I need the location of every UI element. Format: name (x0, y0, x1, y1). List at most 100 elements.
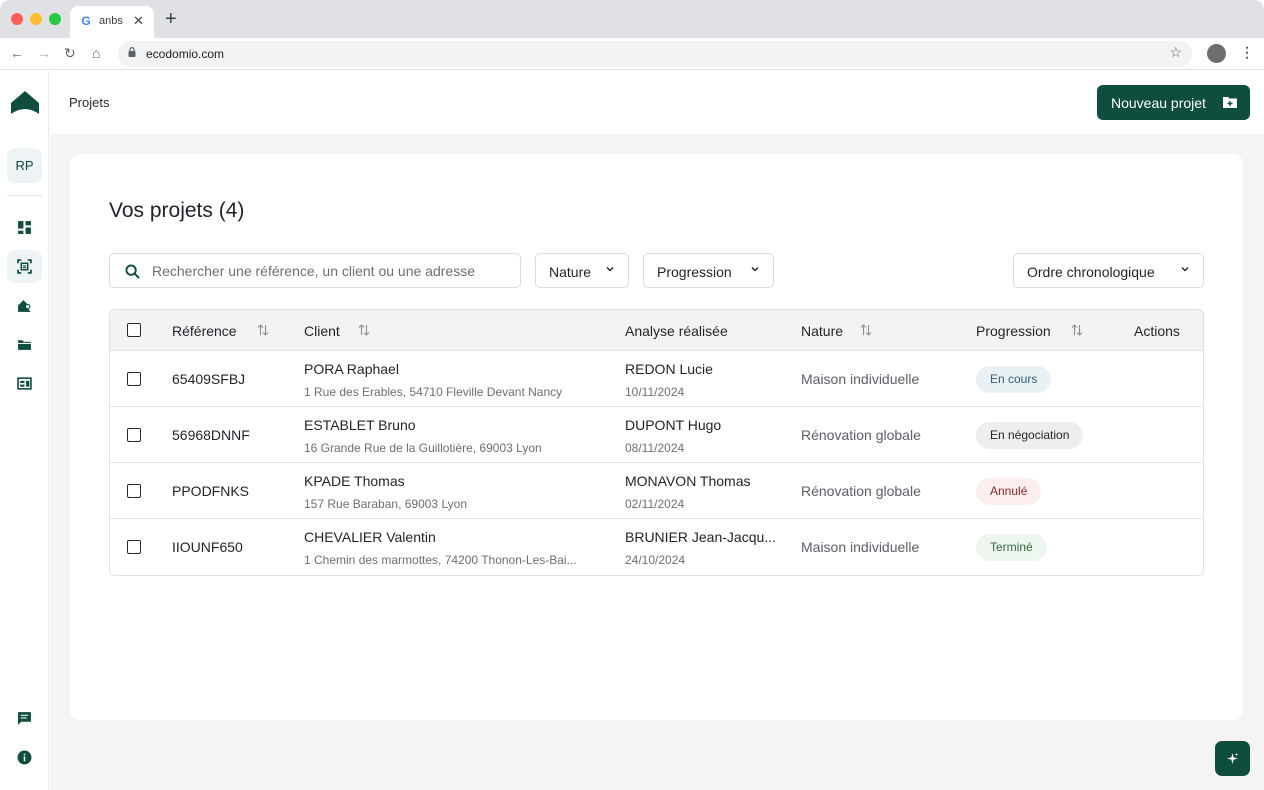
table-header: Référence Client Analyse réalisée Nature… (110, 310, 1203, 351)
analysis-date: 08/11/2024 (625, 441, 685, 455)
reference-cell: IIOUNF650 (172, 539, 243, 555)
column-header-nature[interactable]: Nature (801, 323, 844, 339)
window-zoom-button[interactable] (49, 13, 61, 25)
reload-icon[interactable]: ↻ (64, 45, 76, 61)
sort-icon[interactable] (1071, 323, 1083, 337)
search-input[interactable] (152, 262, 512, 280)
chevron-down-icon (751, 267, 759, 272)
status-badge: Terminé (976, 534, 1047, 561)
column-header-progression[interactable]: Progression (976, 323, 1051, 339)
progression-filter-dropdown[interactable]: Progression (643, 253, 774, 288)
chevron-down-icon (1181, 267, 1189, 272)
sparkle-icon (1227, 752, 1239, 764)
star-icon[interactable]: ☆ (1169, 44, 1182, 60)
more-vert-icon[interactable]: ⋮ (1240, 44, 1254, 60)
projects-table: Référence Client Analyse réalisée Nature… (109, 309, 1204, 576)
reference-cell: 56968DNNF (172, 427, 250, 443)
row-checkbox[interactable] (127, 428, 141, 442)
tab-title: anbs (99, 15, 123, 27)
client-name: PORA Raphael (304, 361, 399, 377)
analyst-name: REDON Lucie (625, 361, 713, 377)
column-header-analyse: Analyse réalisée (625, 323, 728, 339)
url-text: ecodomio.com (146, 47, 225, 61)
projects-icon (17, 259, 32, 274)
dashboard-icon (18, 221, 31, 234)
sidebar: RP (0, 71, 49, 790)
sidebar-divider (7, 195, 42, 196)
lock-icon (128, 47, 136, 57)
client-address: 157 Rue Baraban, 69003 Lyon (304, 497, 468, 511)
column-header-client[interactable]: Client (304, 323, 340, 339)
table-row[interactable]: PPODFNKS KPADE Thomas 157 Rue Baraban, 6… (110, 463, 1203, 519)
folder-icon (18, 340, 31, 350)
row-checkbox[interactable] (127, 540, 141, 554)
search-icon (125, 264, 140, 279)
chat-icon (18, 712, 31, 725)
info-icon (17, 750, 32, 765)
browser-tab[interactable]: G anbs ✕ (70, 6, 154, 38)
new-tab-button[interactable]: + (165, 8, 177, 30)
sidebar-item-folders[interactable] (7, 328, 42, 361)
column-header-reference[interactable]: Référence (172, 323, 237, 339)
address-bar[interactable]: ecodomio.com ☆ (118, 41, 1192, 67)
client-name: ESTABLET Bruno (304, 417, 416, 433)
nature-filter-dropdown[interactable]: Nature (535, 253, 629, 288)
reference-cell: 65409SFBJ (172, 371, 246, 387)
analysis-date: 24/10/2024 (625, 553, 686, 567)
google-favicon: G (81, 14, 91, 28)
sidebar-item-chat[interactable] (7, 702, 42, 735)
page-header: Projets Nouveau projet (50, 71, 1264, 134)
nature-cell: Maison individuelle (801, 371, 920, 387)
analysis-date: 02/11/2024 (625, 497, 685, 511)
browser-toolbar: ← → ↻ ⌂ ecodomio.com ☆ ⋮ (0, 38, 1264, 70)
table-row[interactable]: 56968DNNF ESTABLET Bruno 16 Grande Rue d… (110, 407, 1203, 463)
new-project-button[interactable]: Nouveau projet (1097, 85, 1250, 120)
client-address: 1 Rue des Erables, 54710 Fleville Devant… (304, 385, 563, 399)
analyst-name: MONAVON Thomas (625, 473, 751, 489)
sort-icon[interactable] (257, 323, 269, 337)
sort-icon[interactable] (860, 323, 872, 337)
row-checkbox[interactable] (127, 484, 141, 498)
browser-tab-bar: G anbs ✕ + (0, 0, 1264, 38)
client-address: 16 Grande Rue de la Guillotière, 69003 L… (304, 441, 542, 455)
sort-order-label: Ordre chronologique (1027, 264, 1155, 280)
window-minimize-button[interactable] (30, 13, 42, 25)
nature-cell: Rénovation globale (801, 483, 921, 499)
sidebar-item-clients[interactable] (7, 289, 42, 322)
select-all-checkbox[interactable] (127, 323, 141, 337)
analyst-name: DUPONT Hugo (625, 417, 722, 433)
sidebar-item-catalog[interactable] (7, 367, 42, 400)
client-name: CHEVALIER Valentin (304, 529, 436, 545)
house-logo[interactable] (11, 90, 39, 114)
analysis-date: 10/11/2024 (625, 385, 685, 399)
table-row[interactable]: IIOUNF650 CHEVALIER Valentin 1 Chemin de… (110, 519, 1203, 575)
back-arrow-icon[interactable]: ← (10, 45, 24, 61)
folder-add-icon (1223, 97, 1237, 108)
assistant-button[interactable] (1215, 741, 1250, 776)
status-badge: En cours (976, 366, 1052, 393)
breadcrumb[interactable]: Projets (69, 95, 110, 110)
reference-cell: PPODFNKS (172, 483, 250, 499)
client-name: KPADE Thomas (304, 473, 405, 489)
nature-cell: Rénovation globale (801, 427, 921, 443)
sort-icon[interactable] (358, 323, 370, 337)
nature-cell: Maison individuelle (801, 539, 920, 555)
window-close-button[interactable] (11, 13, 23, 25)
avatar[interactable]: RP (7, 148, 42, 183)
table-row[interactable]: 65409SFBJ PORA Raphael 1 Rue des Erables… (110, 351, 1203, 407)
status-badge: Annulé (976, 478, 1042, 505)
clients-icon (18, 300, 31, 312)
analyst-name: BRUNIER Jean-Jacqu... (625, 529, 776, 545)
search-box[interactable] (109, 253, 521, 288)
forward-arrow-icon[interactable]: → (37, 45, 51, 61)
sidebar-item-projects[interactable] (7, 250, 42, 283)
row-checkbox[interactable] (127, 372, 141, 386)
sort-order-dropdown[interactable]: Ordre chronologique (1013, 253, 1204, 288)
sidebar-item-info[interactable] (7, 741, 42, 774)
chevron-down-icon (606, 267, 614, 272)
profile-icon[interactable] (1207, 44, 1226, 63)
sidebar-item-dashboard[interactable] (7, 211, 42, 244)
tab-close-icon[interactable]: ✕ (133, 13, 144, 28)
page-title: Vos projets (4) (109, 199, 245, 222)
home-icon[interactable]: ⌂ (92, 45, 101, 61)
